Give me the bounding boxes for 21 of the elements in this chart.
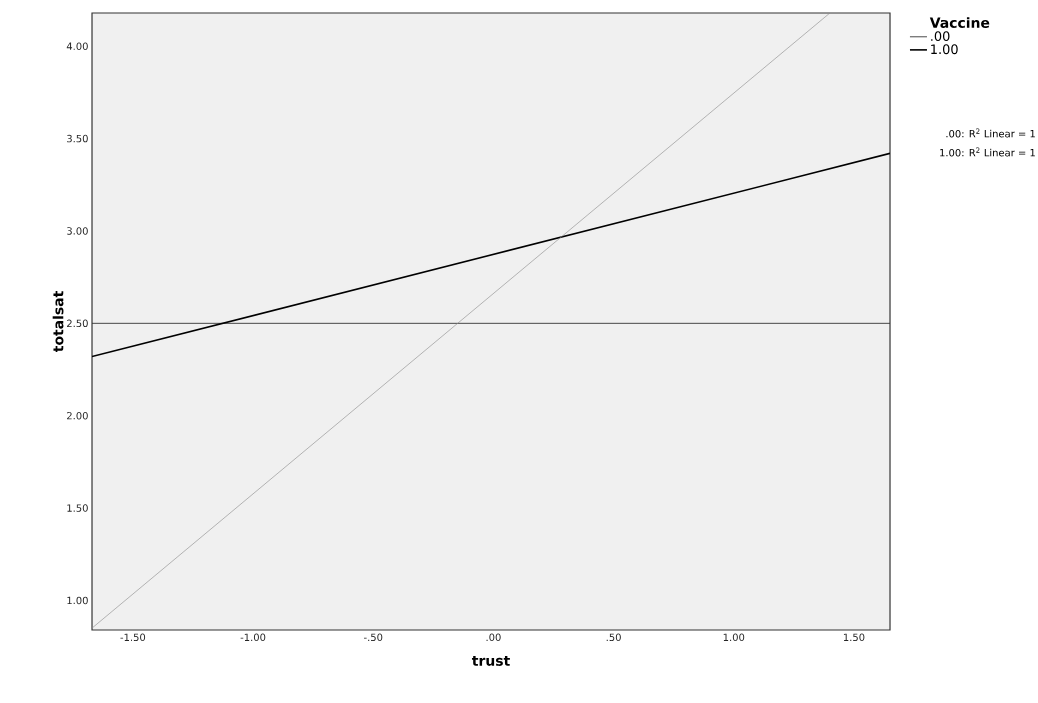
x-tick-label: .50 <box>606 633 621 642</box>
x-tick-label: -1.00 <box>240 633 266 642</box>
x-tick-label: -1.50 <box>120 633 146 642</box>
text: 1.00: R$^{2}$ Linear = 1 <box>940 147 1035 157</box>
x-axis-title: trust <box>471 655 510 666</box>
y-tick-label: 1.50 <box>67 504 88 512</box>
text: .00: R$^{2}$ Linear = 1 <box>946 128 1035 138</box>
y-tick-label: 2.50 <box>67 319 88 328</box>
y-tick-label: 1.00 <box>67 596 88 605</box>
y-tick-label: 4.00 <box>66 42 88 50</box>
x-tick-label: -.50 <box>364 633 383 642</box>
x-tick-label: 1.50 <box>843 633 865 642</box>
legend-label: .00 <box>931 31 950 42</box>
x-tick-label: 1.00 <box>723 633 745 642</box>
y-tick-label: 3.00 <box>67 227 88 235</box>
x-tick-label: .00 <box>486 633 501 642</box>
y-tick-label: 2.00 <box>67 411 88 420</box>
legend-label: 1.00 <box>931 44 958 55</box>
y-tick-label: 3.50 <box>67 134 88 143</box>
legend-title: Vaccine <box>929 17 990 28</box>
y-axis-title: totalsat <box>52 291 64 353</box>
